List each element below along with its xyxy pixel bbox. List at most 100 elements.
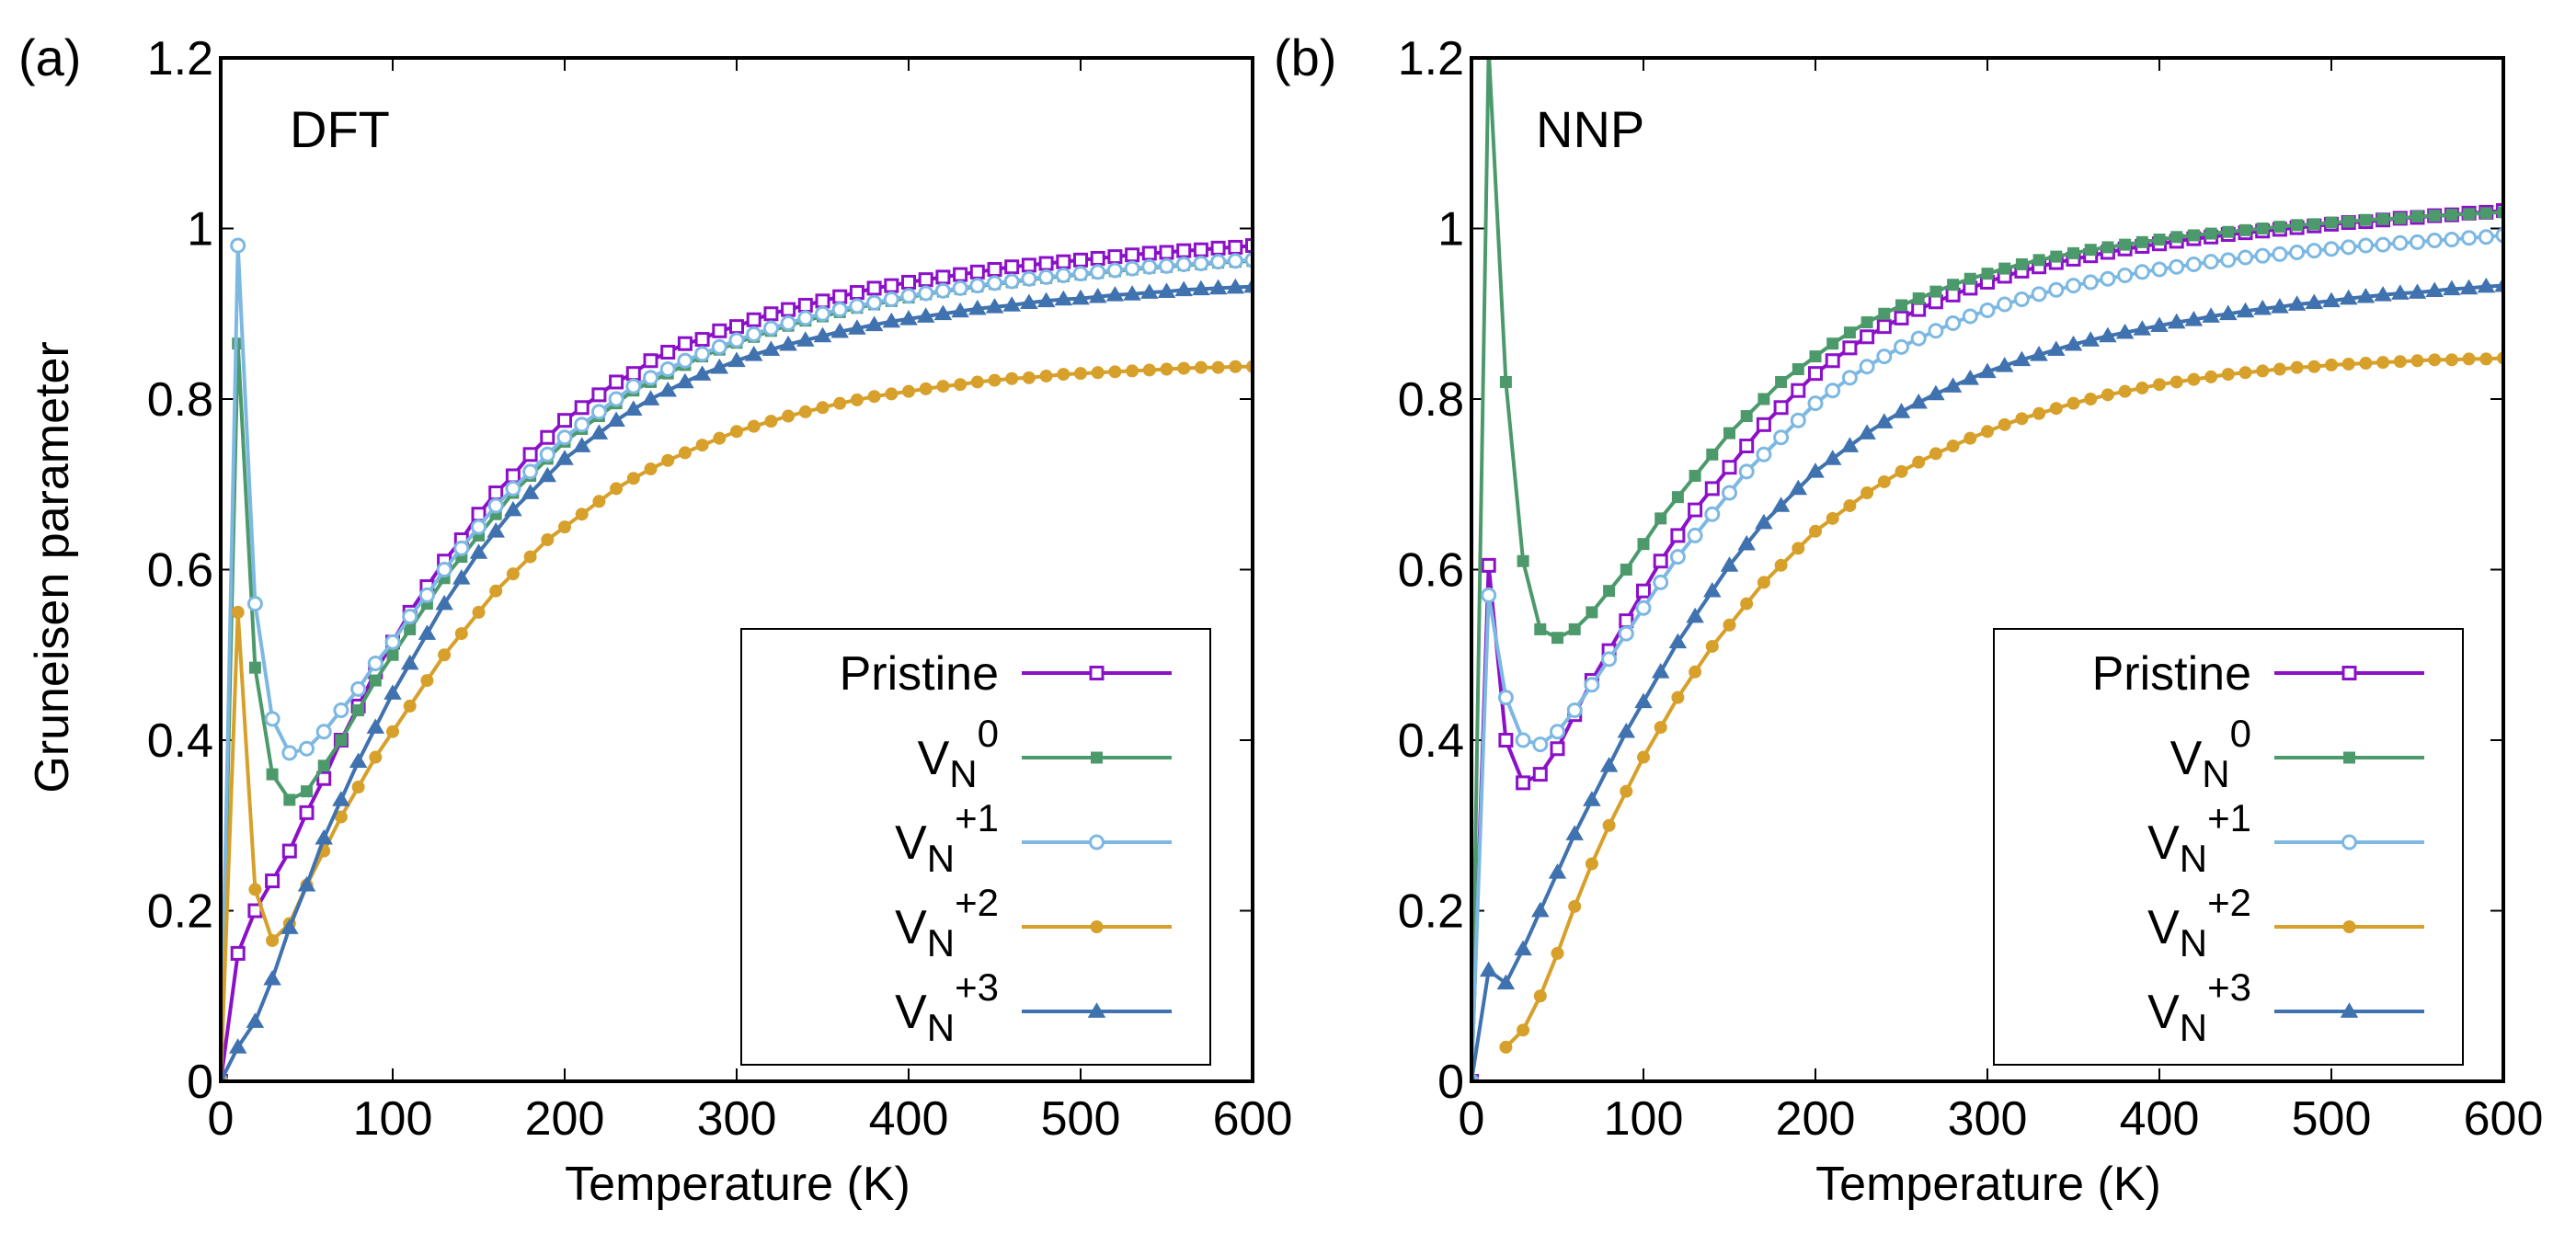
data-point-VN+3 xyxy=(761,340,781,357)
data-point-VN+1 xyxy=(367,656,384,672)
data-point-VN+2 xyxy=(713,431,727,445)
data-point-Pristine xyxy=(746,312,761,327)
data-point-VN+2 xyxy=(867,390,881,404)
data-point-VN0 xyxy=(1963,272,1976,285)
data-point-VN+1 xyxy=(625,378,642,394)
data-point-VN+3 xyxy=(1020,293,1038,310)
data-point-VN+3 xyxy=(418,624,437,640)
data-point-VN+3 xyxy=(1071,289,1090,305)
data-point-VN+1 xyxy=(2100,270,2116,287)
data-point-Pristine xyxy=(1808,366,1823,382)
data-point-Pristine xyxy=(1876,319,1892,335)
data-point-VN+3 xyxy=(1088,287,1107,303)
data-point-VN+2 xyxy=(420,674,434,688)
data-point-VN+2 xyxy=(902,384,915,398)
data-point-VN+1 xyxy=(1687,527,1703,543)
data-point-VN0 xyxy=(2170,231,2183,244)
data-point-VN+3 xyxy=(2287,295,2307,311)
legend-label-Pristine: Pristine xyxy=(840,647,999,701)
data-point-Pristine xyxy=(849,285,864,301)
data-point-VN+1 xyxy=(418,587,435,603)
data-point-VN+1 xyxy=(471,519,487,535)
data-point-Pristine xyxy=(712,323,727,338)
data-point-Pristine xyxy=(1704,481,1720,497)
data-point-VN+1 xyxy=(1807,395,1824,412)
data-point-VN0 xyxy=(2256,223,2269,234)
data-point-VN+2 xyxy=(695,439,709,452)
data-point-VN+3 xyxy=(727,351,746,368)
data-point-VN+2 xyxy=(1963,431,1977,445)
data-point-Pristine xyxy=(987,262,1002,278)
data-point-VN+3 xyxy=(228,1038,247,1054)
data-point-VN+2 xyxy=(438,648,452,662)
panel-b-y-tick-label: 0 xyxy=(1437,1056,1464,1109)
data-point-VN+2 xyxy=(2135,381,2149,394)
data-point-VN+1 xyxy=(1038,268,1055,285)
data-point-VN+1 xyxy=(987,275,1002,291)
data-point-VN+2 xyxy=(2256,364,2270,378)
data-point-VN+3 xyxy=(1943,377,1963,393)
data-point-VN+1 xyxy=(952,280,968,296)
data-point-Pristine xyxy=(918,272,933,288)
data-point-Pristine xyxy=(281,843,297,859)
data-point-VN+1 xyxy=(1175,256,1192,272)
legend-label-sub: N xyxy=(2180,921,2207,965)
data-point-VN0 xyxy=(2153,234,2166,246)
legend-label-base: V xyxy=(895,901,927,954)
data-point-VN+3 xyxy=(1978,362,1997,379)
data-point-VN+2 xyxy=(472,605,486,619)
data-point-VN+1 xyxy=(1825,382,1841,399)
data-point-VN+3 xyxy=(968,299,987,315)
data-point-VN+2 xyxy=(1039,369,1053,382)
data-point-VN0 xyxy=(1637,538,1650,551)
data-point-VN0 xyxy=(1809,350,1822,363)
data-point-VN+3 xyxy=(624,400,643,416)
data-point-VN+3 xyxy=(538,466,557,483)
data-point-VN+3 xyxy=(2425,281,2444,298)
legend-label-sub: N xyxy=(2202,752,2229,795)
legend-marker-Pristine xyxy=(1089,666,1105,680)
data-point-VN+2 xyxy=(1108,365,1122,379)
data-point-VN+3 xyxy=(2339,289,2358,305)
data-point-VN+3 xyxy=(658,381,677,397)
data-point-VN+3 xyxy=(796,331,815,347)
data-point-VN+3 xyxy=(246,1012,265,1028)
data-point-VN+3 xyxy=(1192,280,1210,296)
data-point-VN+2 xyxy=(266,933,280,947)
data-point-VN+3 xyxy=(1243,277,1253,293)
data-point-VN0 xyxy=(1586,606,1598,619)
data-point-Pristine xyxy=(866,280,882,296)
data-point-Pristine xyxy=(1894,310,1909,325)
data-point-VN+1 xyxy=(1106,262,1123,279)
data-point-VN0 xyxy=(1895,299,1907,312)
data-point-VN+1 xyxy=(711,338,727,355)
data-point-VN+2 xyxy=(661,453,675,467)
data-point-VN+1 xyxy=(453,540,470,556)
data-point-VN+3 xyxy=(2305,293,2324,310)
data-point-VN+1 xyxy=(1532,736,1549,753)
panel-b-y-tick-label: 0.2 xyxy=(1398,885,1464,939)
data-point-VN+1 xyxy=(1566,702,1583,719)
data-point-VN+2 xyxy=(1654,721,1667,735)
data-point-VN+2 xyxy=(1877,474,1891,488)
data-point-VN0 xyxy=(2394,211,2407,224)
data-point-VN+2 xyxy=(798,405,812,418)
legend-label-base: V xyxy=(2147,986,2180,1039)
data-point-VN0 xyxy=(317,759,330,772)
legend-marker-VN+2 xyxy=(2342,920,2356,933)
panel-b: (b) NNP Temperature (K) 0 100 200 300 400 500… xyxy=(1274,29,2543,1211)
legend-label-base: Pristine xyxy=(2092,647,2251,701)
data-point-VN+2 xyxy=(2204,370,2218,383)
data-point-VN+1 xyxy=(2082,274,2099,291)
data-point-VN0 xyxy=(2479,207,2492,220)
panel-a-x-tick-label: 0 xyxy=(208,1092,235,1146)
data-point-VN+3 xyxy=(951,302,969,318)
panel-a-x-axis-title: Temperature (K) xyxy=(565,1158,910,1211)
data-point-VN+3 xyxy=(452,569,471,585)
data-point-VN+1 xyxy=(1841,370,1858,386)
data-point-VN+3 xyxy=(1668,633,1688,649)
data-point-VN0 xyxy=(2015,257,2028,270)
data-point-VN+1 xyxy=(299,740,315,757)
